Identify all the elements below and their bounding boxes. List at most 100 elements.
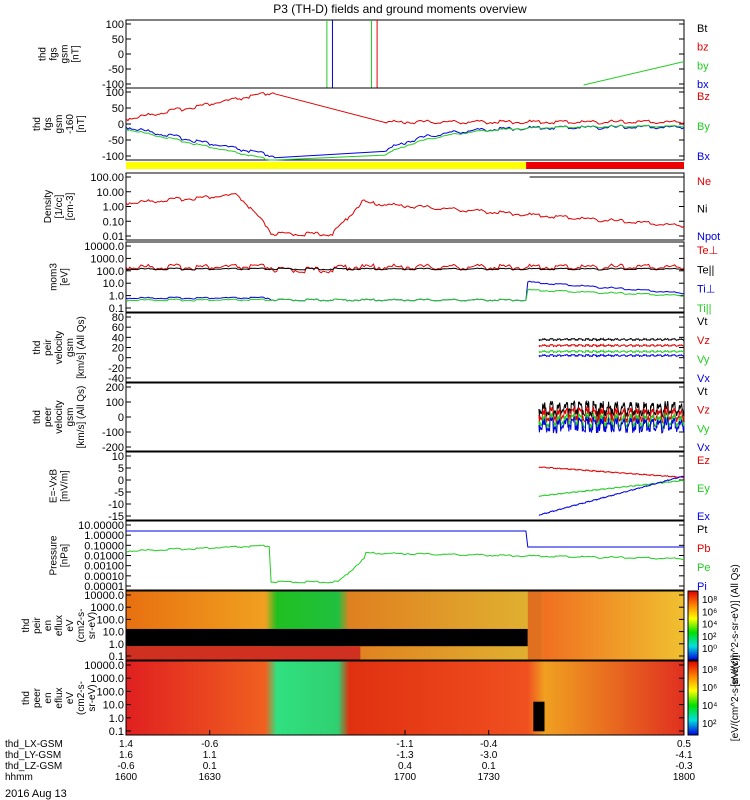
y-label-line: [cm-3] bbox=[65, 192, 76, 220]
x-row-value: -1.3 bbox=[396, 750, 414, 761]
panel-6: 200 100 0 -100 -200 thd peer velocity gsm [km/s] … bbox=[32, 382, 710, 454]
heatmap-fill bbox=[126, 661, 684, 735]
y-tick-label: 0.01 bbox=[103, 231, 124, 243]
colorbar-tick: 10² bbox=[702, 719, 717, 730]
legend-entry: bx bbox=[697, 79, 709, 91]
y-tick-label: 0.1 bbox=[109, 726, 124, 738]
x-row-value: 1.4 bbox=[119, 739, 133, 750]
legend-entry: Vx bbox=[697, 442, 710, 454]
y-tick-label: 80 bbox=[112, 312, 124, 324]
y-tick-label: -5 bbox=[114, 487, 124, 499]
y-label-line: [eV] bbox=[60, 268, 71, 286]
colorbar-label: [eV/(cm^2-s-sr-eV)] bbox=[730, 655, 741, 742]
legend-entry: Ne bbox=[697, 176, 711, 188]
y-label-line: peer bbox=[32, 687, 43, 708]
legend: Bt bz by bx bbox=[697, 23, 709, 91]
series-by bbox=[125, 124, 685, 161]
legend-entry: Ez bbox=[697, 455, 710, 467]
y-tick-label: 100 bbox=[106, 397, 124, 409]
y-tick-label: 1000.0 bbox=[90, 602, 124, 614]
y-tick-label: 0 bbox=[118, 49, 124, 61]
y-label-line: [nT] bbox=[71, 45, 82, 62]
x-row-value: 1.1 bbox=[203, 750, 217, 761]
x-row-value: 0.1 bbox=[203, 761, 217, 772]
x-row-value: 1.6 bbox=[119, 750, 133, 761]
y-tick-label: 100.0 bbox=[96, 614, 124, 626]
y-tick-label: 60 bbox=[112, 322, 124, 334]
y-tick-label: 40 bbox=[112, 332, 124, 344]
legend: Bz By Bx bbox=[697, 91, 710, 163]
colorbar-scale bbox=[687, 660, 699, 736]
colorbar-tick: 10⁸ bbox=[702, 595, 717, 606]
y-tick-label: 0.10000 bbox=[84, 540, 124, 552]
y-tick-label: -10 bbox=[108, 499, 124, 511]
y-tick-label: 200 bbox=[106, 382, 124, 394]
y-axis-label: thd fgs gsm [nT] bbox=[38, 45, 82, 64]
legend-entry: Pb bbox=[697, 543, 710, 555]
y-tick-label: 100.0 bbox=[96, 686, 124, 698]
region-bar-red bbox=[526, 162, 684, 169]
y-tick-label: 1.00000 bbox=[84, 530, 124, 542]
y-label-line: eV bbox=[65, 692, 76, 705]
y-tick-label: 0.00100 bbox=[84, 561, 124, 573]
y-label-line: peir bbox=[43, 338, 54, 355]
series-te-perp bbox=[125, 263, 685, 274]
x-row-value: 1630 bbox=[199, 772, 222, 783]
legend-entry: Vy bbox=[697, 423, 710, 435]
legend-entry: Pi bbox=[697, 581, 707, 593]
y-label-line: en bbox=[43, 692, 54, 703]
x-row-value: 1700 bbox=[394, 772, 417, 783]
legend-entry: Vx bbox=[697, 373, 710, 385]
y-label-line: eflux bbox=[54, 615, 65, 636]
y-tick-label: 100.0 bbox=[96, 266, 124, 278]
series-pe bbox=[125, 544, 685, 584]
legend-entry: Bt bbox=[697, 23, 707, 35]
y-label-line: [1/cc] bbox=[54, 194, 65, 218]
y-tick-label: 0.01000 bbox=[84, 551, 124, 563]
legend: Vt Vz Vy Vx bbox=[697, 386, 710, 454]
y-axis-label: thd peir velocity gsm [km/s] (All Qs) bbox=[32, 316, 87, 379]
y-label-line: thd bbox=[38, 47, 49, 61]
y-tick-label: 0.1 bbox=[109, 303, 124, 315]
x-row-value: 1730 bbox=[478, 772, 501, 783]
legend-entry: Vy bbox=[697, 354, 710, 366]
colorbar-label: [eV/(cm^2-s-sr-eV)] (All Qs) bbox=[730, 564, 741, 686]
y-tick-label: 10 bbox=[112, 451, 124, 463]
y-axis-label: Density [1/cc] [cm-3] bbox=[43, 190, 76, 223]
date-label: 2016 Aug 13 bbox=[5, 788, 67, 800]
legend: Te⊥ Te|| Ti⊥ Ti|| bbox=[697, 245, 718, 315]
legend: Pt Pb Pe Pi bbox=[697, 524, 710, 593]
y-label-line: fgs bbox=[43, 117, 54, 130]
y-tick-label: 10000.0 bbox=[84, 241, 124, 253]
chart-title: P3 (TH-D) fields and ground moments over… bbox=[273, 2, 527, 16]
colorbar-tick: 10⁶ bbox=[702, 607, 717, 618]
y-tick-label: 20 bbox=[112, 343, 124, 355]
y-label-line: gsm bbox=[65, 408, 76, 427]
region-bar-yellow bbox=[126, 162, 527, 169]
y-tick-label: 10000.0 bbox=[84, 660, 124, 672]
x-row-value: 1800 bbox=[673, 772, 696, 783]
y-label-line: Density bbox=[43, 190, 54, 223]
series-vz bbox=[538, 343, 685, 348]
y-tick-label: -200 bbox=[102, 442, 124, 454]
y-tick-label: 0 bbox=[118, 475, 124, 487]
legend-entry: Ey bbox=[697, 483, 710, 495]
legend-entry: Pe bbox=[697, 562, 710, 574]
region-bar bbox=[126, 162, 684, 169]
y-label-line: mom3 bbox=[49, 263, 60, 291]
y-axis-label: thd peer en eflux eV (cm2-s-sr-eV) bbox=[21, 681, 98, 715]
series-ez bbox=[538, 466, 685, 479]
series-vy bbox=[538, 349, 685, 354]
y-label-line: thd bbox=[32, 341, 43, 355]
y-label-line: velocity bbox=[54, 331, 65, 364]
x-row-value: -0.6 bbox=[117, 761, 135, 772]
y-label-line: eflux bbox=[54, 687, 65, 708]
y-label-line: peer bbox=[43, 406, 54, 427]
legend-entry: Ni bbox=[697, 204, 707, 216]
y-label-line: [nT] bbox=[76, 115, 87, 132]
colorbar-tick: 10⁶ bbox=[702, 683, 717, 694]
